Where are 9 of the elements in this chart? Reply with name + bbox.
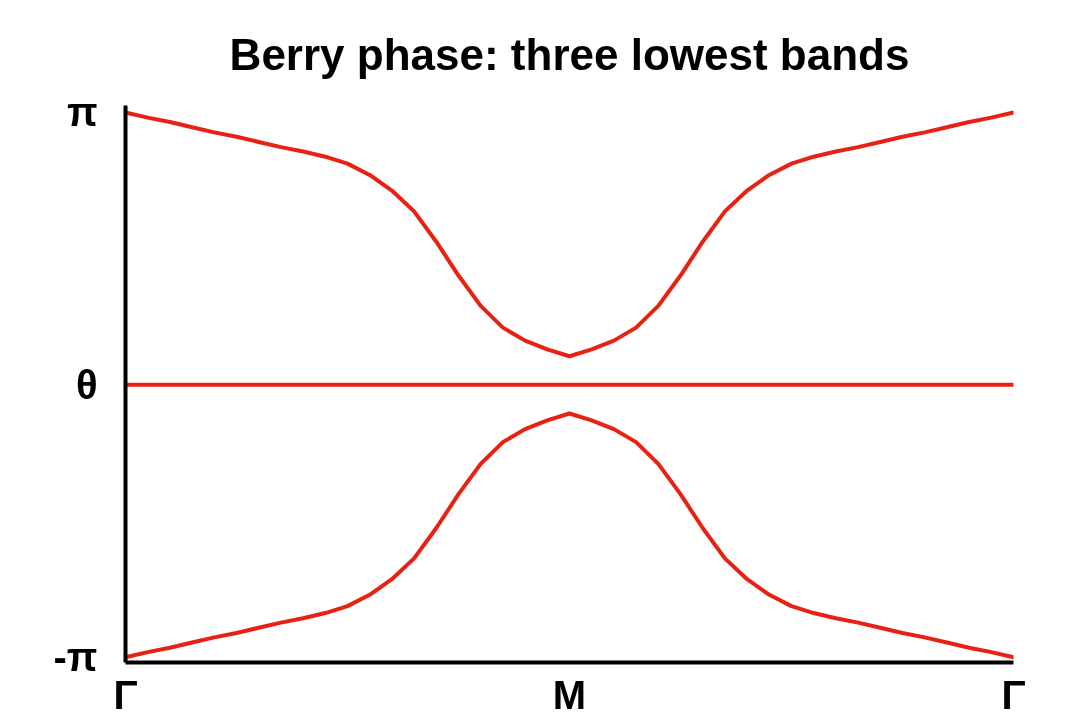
chart-title: Berry phase: three lowest bands [229, 29, 910, 79]
x-tick-label: Γ [1001, 672, 1026, 717]
x-tick-label: Γ [113, 672, 138, 717]
y-tick-label: -π [53, 635, 98, 680]
y-tick-label: π [66, 90, 98, 135]
y-tick-label: θ [75, 362, 98, 407]
line-series [125, 411, 1014, 660]
x-tick-label: M [552, 672, 587, 717]
line-series [125, 110, 1014, 359]
